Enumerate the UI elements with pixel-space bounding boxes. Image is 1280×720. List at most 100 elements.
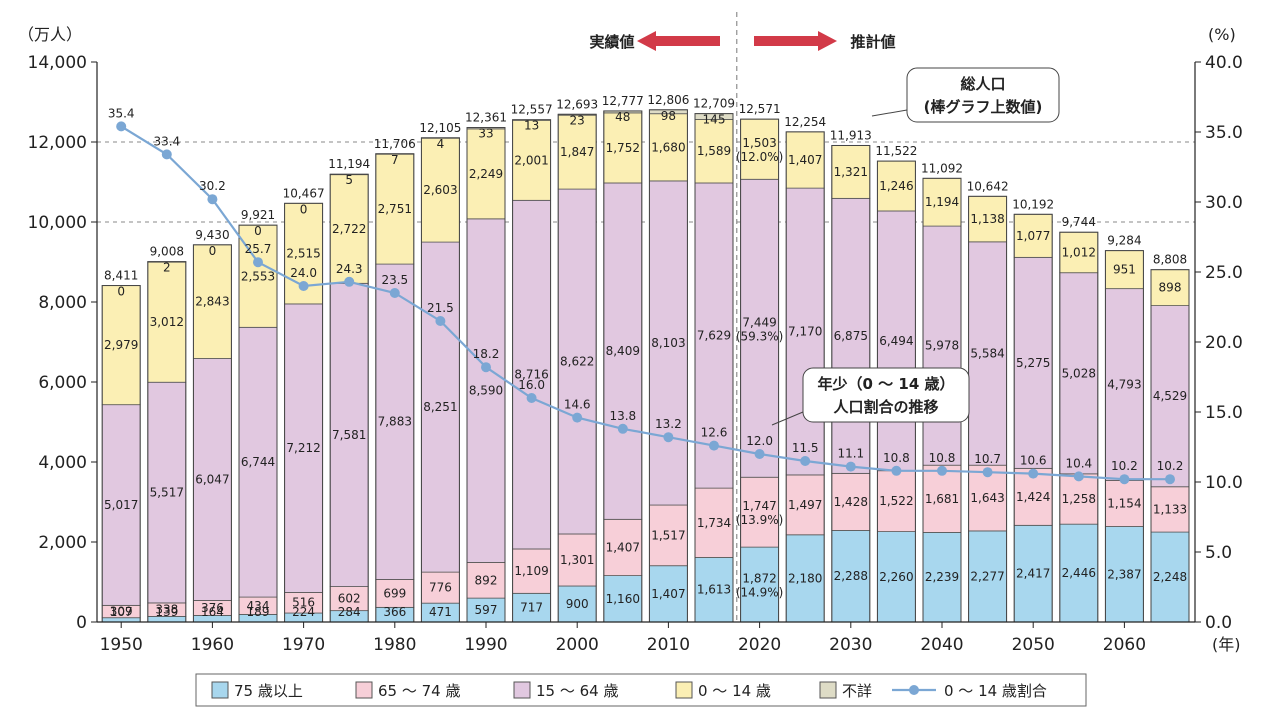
ratio-point — [617, 423, 628, 434]
total-label: 9,008 — [150, 245, 184, 259]
actual-arrow — [637, 31, 720, 51]
ratio-point — [1073, 471, 1084, 482]
segment-label: 1,643 — [970, 491, 1004, 505]
bar-group-2065 — [1150, 269, 1190, 623]
x-tick-label: 1950 — [100, 635, 143, 655]
segment-label: 2,603 — [423, 183, 457, 197]
x-tick-label: 2060 — [1103, 635, 1146, 655]
segment-label: 2,239 — [925, 570, 959, 584]
segment-label: 8,622 — [560, 355, 594, 369]
bar-group-2015 — [694, 113, 734, 623]
segment-label: 699 — [383, 586, 406, 600]
segment-label: 1,424 — [1016, 490, 1050, 504]
y-left-tick-label: 8,000 — [38, 293, 87, 313]
segment-label: 2,417 — [1016, 567, 1050, 581]
ratio-label: 16.0 — [518, 378, 545, 392]
segment-label: 7,170 — [788, 325, 822, 339]
legend-swatch — [819, 681, 837, 699]
ratio-label: 24.3 — [336, 262, 363, 276]
projected-arrow — [754, 31, 837, 51]
segment-label: 4,529 — [1153, 389, 1187, 403]
segment-label: 597 — [475, 603, 498, 617]
ratio-label: 23.5 — [381, 273, 408, 287]
total-label: 12,361 — [465, 111, 507, 125]
bar-group-1975 — [329, 173, 369, 623]
segment-label: 7 — [391, 153, 399, 167]
segment-label: 7,449 (59.3%) — [736, 315, 783, 343]
ratio-label: 13.8 — [609, 409, 636, 423]
ratio-label: 10.8 — [883, 451, 910, 465]
callout-ratio-box — [802, 367, 970, 423]
callout-ratio-line1: 年少（0 ～ 14 歳） — [818, 375, 955, 393]
segment-label: 8,409 — [606, 344, 640, 358]
segment-label: 2,722 — [332, 222, 366, 236]
gridlines — [97, 141, 1195, 223]
segment-label: 5,584 — [970, 347, 1004, 361]
bar-group-2060 — [1104, 250, 1144, 623]
total-label: 12,777 — [602, 94, 644, 108]
callout-ratio-pointer — [771, 411, 804, 426]
segment-label: 8,103 — [651, 336, 685, 350]
ratio-label: 30.2 — [199, 179, 226, 193]
segment-label: 1,154 — [1107, 496, 1141, 510]
segment-label: 1,407 — [788, 153, 822, 167]
segment-label: 7,212 — [286, 441, 320, 455]
ratio-line: 35.4 33.4 30.2 25.7 24.0 24.3 23.5 21.5 18.2 16.0… — [108, 106, 1183, 485]
segment-label: 1,301 — [560, 553, 594, 567]
bar-segment — [147, 261, 187, 383]
segment-label: 2,260 — [879, 570, 913, 584]
segment-label: 951 — [1113, 263, 1136, 277]
bar-segment — [922, 225, 962, 466]
ratio-point — [663, 432, 674, 443]
segment-label: 2 — [163, 261, 171, 275]
bar-segment — [877, 210, 916, 472]
segment-label: 98 — [661, 109, 676, 123]
bar-segment — [831, 530, 871, 623]
bar-group-1955 — [147, 261, 187, 623]
x-tick-label: 1960 — [191, 635, 234, 655]
bar-group-1970 — [284, 202, 324, 623]
total-label: 11,092 — [921, 161, 963, 175]
segment-label: 7,581 — [332, 428, 366, 442]
x-tick-label: 1990 — [464, 635, 507, 655]
segment-label: 1,589 — [697, 144, 731, 158]
bar-group-1950 — [101, 285, 141, 623]
bar-group-1990 — [466, 127, 506, 623]
legend-swatch — [675, 681, 693, 699]
ratio-point — [891, 465, 902, 476]
x-tick-label: 1980 — [373, 635, 416, 655]
segment-label: 1,522 — [879, 494, 913, 508]
bar-group-1960 — [192, 244, 232, 623]
ratio-label: 11.5 — [792, 441, 819, 455]
bar-group-2035 — [876, 160, 916, 623]
bar-segment — [785, 187, 825, 476]
bar-segment — [968, 241, 1007, 466]
bar-segment — [831, 197, 871, 474]
segment-label: 892 — [475, 573, 498, 587]
segment-label: 2,248 — [1153, 570, 1187, 584]
segment-label: 1,321 — [834, 165, 868, 179]
total-label: 10,642 — [967, 179, 1009, 193]
segment-label: 1,194 — [925, 195, 959, 209]
segment-label: 189 — [247, 605, 270, 619]
ratio-point — [481, 362, 491, 373]
segment-label: 2,446 — [1062, 566, 1096, 580]
bar-segment — [785, 534, 825, 623]
ratio-label: 33.4 — [153, 134, 180, 148]
bar-segment — [329, 174, 369, 284]
segment-label: 7,629 — [697, 329, 731, 343]
segment-label: 1,258 — [1062, 492, 1096, 506]
callout-total-box — [906, 67, 1060, 123]
total-label: 12,557 — [511, 103, 553, 117]
segment-label: 284 — [338, 605, 361, 619]
y-left-tick-label: 6,000 — [38, 373, 87, 393]
bar-segment — [649, 504, 688, 567]
segment-label: 1,407 — [651, 587, 685, 601]
bar-segment — [922, 464, 962, 533]
bar-group-2040 — [922, 177, 962, 623]
segment-label: 0 — [209, 244, 217, 258]
ratio-point — [526, 393, 537, 403]
bar-segment — [649, 113, 688, 182]
